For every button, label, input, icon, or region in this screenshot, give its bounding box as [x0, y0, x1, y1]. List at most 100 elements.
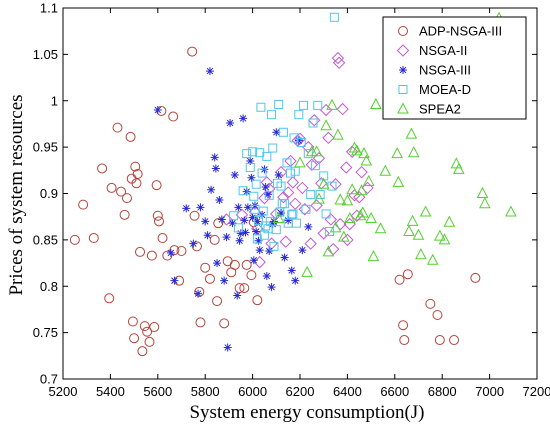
data-point [425, 298, 436, 309]
data-point [289, 197, 302, 210]
data-point [279, 235, 292, 248]
data-point [153, 216, 164, 227]
data-point [213, 259, 222, 268]
series-nsga-iii [153, 67, 313, 352]
data-point [434, 229, 446, 241]
data-point [361, 181, 374, 195]
data-point [194, 286, 205, 297]
data-point [301, 204, 311, 214]
data-point [261, 221, 271, 231]
x-tick-label: 6200 [286, 384, 315, 399]
data-point [191, 241, 202, 252]
data-point [336, 102, 349, 116]
data-point [104, 293, 115, 304]
data-point [305, 158, 319, 171]
data-point [367, 249, 380, 262]
y-tick-label: 1.1 [40, 1, 58, 16]
data-point [426, 253, 439, 265]
data-point [249, 191, 259, 201]
data-point [269, 241, 279, 251]
data-point [310, 145, 323, 157]
y-tick-label: 0.7 [40, 372, 58, 387]
x-tick-label: 7000 [475, 384, 504, 399]
series-spea2 [272, 11, 517, 277]
data-point [412, 228, 425, 240]
data-point [262, 272, 271, 281]
data-point [355, 165, 368, 179]
data-point [212, 296, 223, 307]
data-point [399, 335, 410, 346]
data-point [246, 270, 257, 281]
data-point [394, 274, 405, 285]
data-point [235, 236, 244, 245]
data-point [252, 295, 263, 306]
data-point [354, 209, 367, 221]
data-point [127, 316, 138, 327]
data-point [241, 259, 252, 270]
data-point [261, 183, 270, 192]
data-point [392, 175, 405, 187]
data-point [299, 100, 309, 110]
legend-marker [397, 102, 409, 114]
data-point [345, 145, 359, 158]
data-point [187, 46, 198, 57]
data-point [274, 99, 284, 109]
data-point [329, 12, 339, 22]
data-point [479, 197, 491, 209]
data-point [334, 217, 347, 231]
data-point [168, 111, 179, 122]
legend-marker [398, 26, 408, 36]
data-point [415, 248, 427, 260]
data-point [286, 168, 296, 178]
data-point [201, 217, 210, 226]
data-point [215, 195, 224, 204]
data-point [267, 283, 276, 292]
data-point [194, 289, 203, 298]
data-point [125, 131, 136, 142]
data-point [293, 132, 307, 145]
x-tick-label: 6400 [333, 384, 362, 399]
legend-label: MOEA-D [419, 82, 471, 97]
data-point [287, 210, 297, 220]
data-point [403, 224, 415, 237]
data-point [220, 213, 233, 226]
data-point [272, 211, 285, 224]
data-point [152, 210, 163, 221]
data-point [116, 186, 127, 197]
data-point [313, 100, 323, 110]
data-point [296, 137, 306, 147]
data-point [308, 114, 321, 127]
data-point [308, 118, 318, 128]
data-point [196, 203, 205, 212]
data-point [443, 215, 456, 227]
data-point [317, 177, 330, 189]
data-point [306, 189, 316, 199]
data-point [182, 204, 191, 213]
data-point [142, 326, 153, 337]
x-tick-label: 5200 [49, 384, 78, 399]
data-point [106, 182, 117, 193]
axes: 5200 5400 5600 5800 6000 6200 6400 6600 6800 7000… [33, 1, 550, 400]
data-point [265, 247, 274, 256]
data-point [505, 205, 517, 217]
data-point [298, 203, 311, 216]
data-point [278, 127, 288, 137]
data-point [253, 217, 262, 226]
data-point [211, 164, 220, 173]
data-point [334, 193, 347, 205]
data-point [351, 144, 363, 156]
data-point [176, 246, 187, 257]
data-point [264, 190, 274, 200]
x-tick-label: 7200 [523, 384, 550, 399]
data-point [362, 174, 375, 186]
data-point [370, 97, 382, 109]
data-point [217, 215, 226, 224]
x-tick-label: 5600 [143, 384, 172, 399]
data-point [294, 156, 306, 168]
data-point [254, 236, 263, 245]
data-point [407, 146, 420, 158]
data-point [313, 192, 325, 204]
data-point [286, 176, 300, 189]
series-adp-nsga-iii [69, 46, 481, 357]
data-point [346, 183, 358, 195]
